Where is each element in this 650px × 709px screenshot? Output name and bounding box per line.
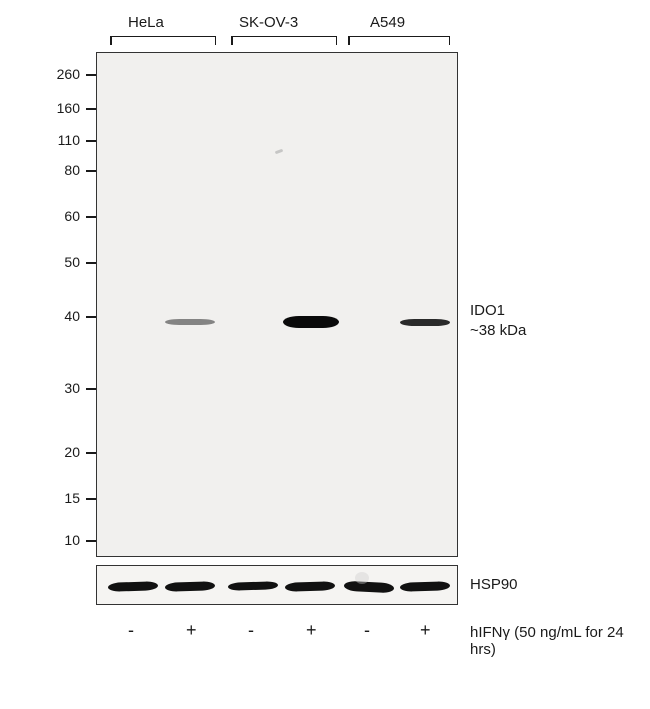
- mw-tick: [86, 316, 96, 318]
- target-name-label: IDO1: [470, 302, 505, 319]
- mw-marker-label: 10: [48, 532, 80, 548]
- mw-tick: [86, 452, 96, 454]
- mw-marker-label: 110: [48, 132, 80, 148]
- mw-marker-label: 40: [48, 308, 80, 324]
- ido1-band: [165, 319, 215, 325]
- lane-bracket: [110, 36, 216, 44]
- treatment-symbol: -: [248, 620, 254, 641]
- blot-artifact: [355, 572, 369, 584]
- mw-tick: [86, 74, 96, 76]
- main-blot: [96, 52, 458, 557]
- cell-line-label: A549: [370, 14, 405, 31]
- treatment-symbol: -: [364, 620, 370, 641]
- mw-marker-label: 160: [48, 100, 80, 116]
- mw-marker-label: 260: [48, 66, 80, 82]
- ido1-band: [283, 316, 339, 328]
- mw-tick: [86, 108, 96, 110]
- lane-bracket: [231, 36, 337, 44]
- lane-bracket: [348, 36, 450, 44]
- treatment-label: hIFNγ (50 ng/mL for 24 hrs): [470, 624, 650, 658]
- mw-tick: [86, 540, 96, 542]
- cell-line-label: SK-OV-3: [239, 14, 298, 31]
- mw-tick: [86, 498, 96, 500]
- mw-marker-label: 50: [48, 254, 80, 270]
- mw-marker-label: 15: [48, 490, 80, 506]
- mw-marker-label: 30: [48, 380, 80, 396]
- mw-tick: [86, 388, 96, 390]
- treatment-symbol: -: [128, 620, 134, 641]
- mw-marker-label: 80: [48, 162, 80, 178]
- loading-control-label: HSP90: [470, 576, 518, 593]
- mw-marker-label: 20: [48, 444, 80, 460]
- mw-tick: [86, 262, 96, 264]
- mw-tick: [86, 170, 96, 172]
- mw-marker-label: 60: [48, 208, 80, 224]
- treatment-symbol: +: [420, 620, 431, 641]
- mw-tick: [86, 140, 96, 142]
- mw-tick: [86, 216, 96, 218]
- ido1-band: [400, 319, 450, 326]
- treatment-symbol: +: [306, 620, 317, 641]
- target-size-label: ~38 kDa: [470, 322, 526, 339]
- treatment-symbol: +: [186, 620, 197, 641]
- western-blot-figure: HeLa SK-OV-3 A549 260 160 110 80 60 50 40 30 20 1…: [0, 0, 650, 709]
- cell-line-label: HeLa: [128, 14, 164, 31]
